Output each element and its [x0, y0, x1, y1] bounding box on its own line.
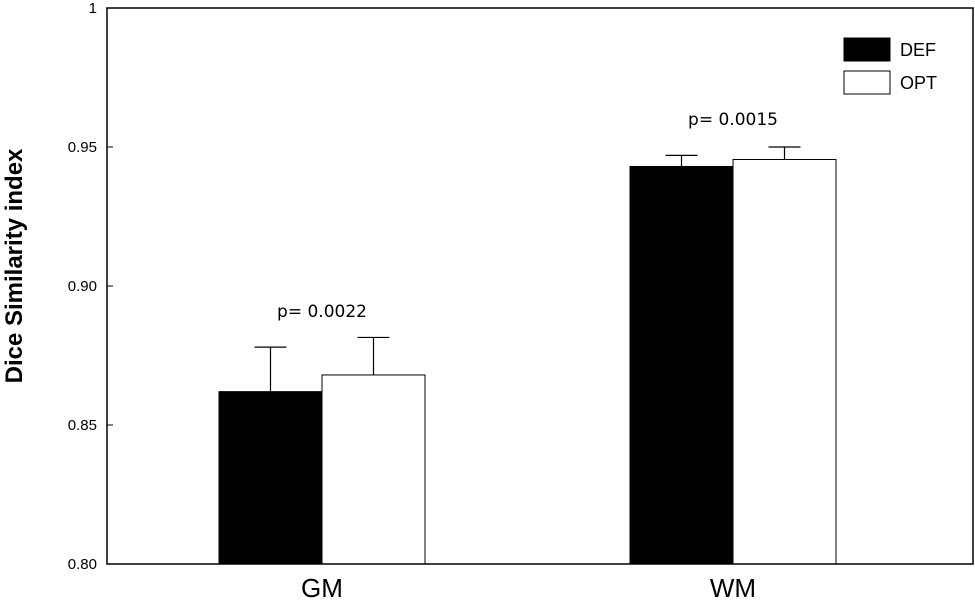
bar-def-gm: [218, 391, 323, 565]
bar-opt-gm: [321, 374, 426, 565]
bar-def-wm: [629, 165, 734, 565]
annotations-layer: p= 0.0022 p= 0.0015: [277, 110, 778, 322]
legend-swatch-opt: [843, 70, 891, 95]
x-axis-tick-labels: GM WM: [301, 573, 756, 601]
x-category-label: GM: [301, 573, 343, 601]
y-tick-label: 0.95: [68, 139, 97, 156]
p-value-annotation: p= 0.0015: [688, 110, 778, 130]
legend: DEF OPT: [843, 37, 937, 95]
x-category-label: WM: [710, 573, 756, 601]
error-bars-layer: [254, 146, 801, 392]
y-tick-label: 1: [89, 0, 97, 17]
legend-swatch-def: [843, 37, 891, 62]
y-axis-title: Dice Similarity index: [1, 148, 28, 383]
p-value-annotation: p= 0.0022: [277, 302, 367, 322]
y-tick-label: 0.80: [68, 556, 97, 573]
bars-layer: [218, 159, 837, 565]
legend-label-def: DEF: [900, 40, 936, 60]
y-axis-ticks: 0.80 0.85 0.90 0.95 1: [68, 0, 113, 573]
bar-opt-wm: [732, 159, 837, 565]
y-axis-title-group: Dice Similarity index: [1, 148, 28, 383]
legend-label-opt: OPT: [900, 73, 937, 93]
y-tick-label: 0.85: [68, 417, 97, 434]
y-tick-label: 0.90: [68, 278, 97, 295]
